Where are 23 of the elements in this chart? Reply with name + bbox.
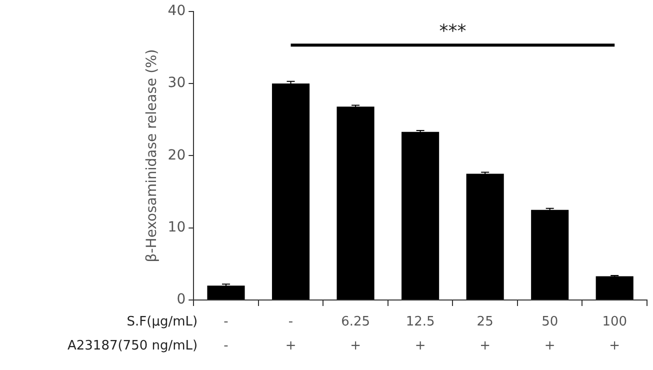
x-tick-label: 25 + [476,314,494,354]
bar [402,132,440,300]
bar [336,106,374,300]
bar [466,174,504,300]
bar [596,276,634,300]
y-tick-label: 30 [168,75,186,92]
bar [207,286,245,300]
x-tick-label: 6.25 + [341,314,370,354]
text: S.F(μg/mL) [126,314,198,330]
y-tick-label: 10 [168,219,186,236]
y-axis-title: β-Hexosaminidase release (%) [144,49,160,262]
y-tick-label: 20 [168,147,186,164]
annotation: *** [439,20,466,42]
x-tick-label: - + [285,314,296,354]
x-tick-label: 12.5 + [406,314,435,354]
bar [531,210,569,300]
y-tick-label: 40 [168,3,186,20]
text: A23187(750 ng/mL) [67,338,198,354]
x-tick-label: - - [224,314,229,354]
x-tick-label: 50 + [542,314,558,354]
y-tick-label: 0 [176,292,186,308]
bar [272,84,310,300]
x-tick-label: 100 + [602,314,628,354]
